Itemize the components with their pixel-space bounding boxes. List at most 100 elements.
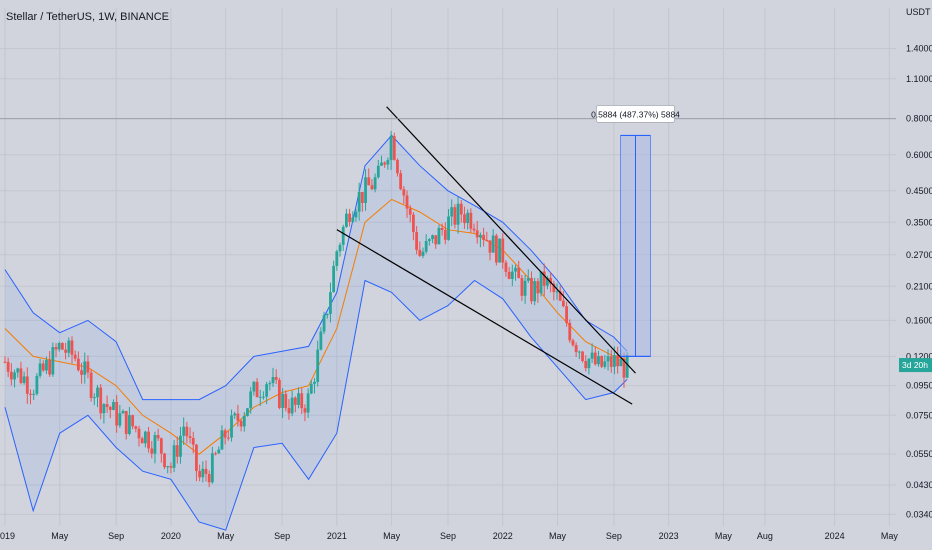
candle-body — [16, 368, 20, 373]
bollinger-lower-line — [4, 279, 628, 531]
candle-body — [185, 426, 189, 437]
candle-body — [581, 351, 584, 362]
candle-body — [102, 404, 106, 414]
candle-body — [345, 213, 348, 227]
candle-body — [571, 340, 575, 346]
candle-body — [386, 160, 390, 165]
candle-body — [587, 358, 591, 369]
time-axis[interactable]: 2019 May Sep 2020 May Sep 2021 May Sep 2022 May Sep… — [0, 531, 898, 541]
candle-body — [609, 356, 613, 367]
price-axis[interactable]: 1.4000 1.1000 0.8000 0.6000 0.4500 0.3500 0.27… — [899, 44, 932, 520]
candle-body — [523, 280, 527, 296]
candle-body — [309, 383, 313, 394]
candle-body — [616, 355, 620, 367]
candle-body — [131, 415, 135, 427]
candle-body — [472, 228, 476, 231]
countdown-badge — [899, 358, 932, 373]
candle-body — [424, 240, 428, 252]
candle-body — [453, 207, 457, 225]
candle-body — [207, 474, 211, 483]
candle-body — [399, 173, 403, 190]
candle-body — [561, 300, 565, 307]
candle-body — [402, 189, 406, 196]
candle-body — [108, 406, 112, 410]
price-tick-label: 0.1600 — [906, 315, 932, 325]
candle-body — [32, 393, 36, 395]
candle-body — [408, 208, 412, 215]
candle-body — [450, 207, 454, 217]
candle-body — [370, 185, 374, 190]
candle-body — [13, 372, 16, 380]
candle-body — [54, 347, 58, 350]
candle-body — [533, 281, 537, 302]
time-tick-label: 2024 — [825, 531, 845, 541]
price-tick-label: 0.1200 — [906, 351, 932, 361]
candle-body — [287, 408, 291, 414]
candle-body — [124, 410, 128, 434]
candle-body — [147, 431, 150, 449]
candle-body — [67, 340, 71, 353]
candle-body — [281, 393, 284, 408]
candle-body — [351, 217, 355, 222]
candle-body — [488, 240, 492, 253]
candle-body — [469, 212, 473, 229]
candle-body — [179, 435, 182, 457]
candle-body — [6, 362, 10, 372]
candle-body — [389, 136, 393, 161]
candle-body — [517, 267, 521, 279]
candle-body — [622, 359, 626, 378]
candle-body — [96, 387, 99, 398]
price-tick-label: 1.4000 — [906, 44, 932, 54]
candle-body — [364, 177, 367, 203]
trend-line[interactable] — [386, 106, 636, 374]
candle-body — [48, 360, 52, 375]
candle-body — [520, 278, 524, 296]
candle-body — [271, 377, 275, 384]
candle-body — [172, 445, 176, 468]
candle-body — [118, 413, 122, 426]
candle-body — [300, 393, 304, 409]
candle-body — [38, 363, 42, 376]
candle-body — [459, 203, 463, 215]
candle-body — [153, 435, 157, 454]
candle-body — [156, 435, 160, 439]
chart-title: Stellar / TetherUS, 1W, BINANCE — [6, 11, 169, 23]
candle-body — [383, 162, 387, 165]
price-tick-label: 0.6000 — [906, 150, 932, 160]
candle-body — [249, 391, 253, 409]
countdown-label: 3d 20h — [902, 360, 928, 370]
price-tick-label: 0.2700 — [906, 250, 932, 260]
candle-body — [542, 271, 546, 286]
candle-body — [233, 413, 237, 416]
candle-body — [619, 359, 623, 367]
measure-tool[interactable]: 0.5884 (487.37%) 5884 — [0, 105, 896, 358]
candle-body — [246, 408, 249, 416]
candle-body — [182, 426, 186, 436]
candle-body — [606, 356, 610, 362]
candle-body — [335, 251, 339, 266]
trend-lines[interactable] — [336, 106, 636, 405]
time-tick-label: 2021 — [327, 531, 347, 541]
price-tick-label: 0.3500 — [906, 217, 932, 227]
candle-body — [41, 363, 45, 371]
candle-body — [290, 397, 294, 414]
candle-body — [64, 349, 68, 353]
candle-body — [360, 191, 364, 203]
time-tick-label: May — [217, 531, 235, 541]
price-tick-label: 0.0340 — [906, 509, 932, 519]
candle-body — [22, 376, 26, 383]
candle-body — [204, 468, 208, 475]
candle-body — [491, 235, 495, 253]
candle-body — [99, 387, 103, 414]
candle-body — [443, 229, 447, 240]
time-tick-label: 2019 — [0, 531, 15, 541]
candle-body — [61, 343, 64, 350]
candle-body — [434, 235, 438, 245]
candle-body — [293, 397, 297, 405]
candle-body — [73, 354, 77, 359]
price-tick-label: 0.0550 — [906, 449, 932, 459]
time-tick-label: May — [881, 531, 899, 541]
candle-body — [600, 356, 604, 367]
trend-line[interactable] — [336, 229, 633, 405]
